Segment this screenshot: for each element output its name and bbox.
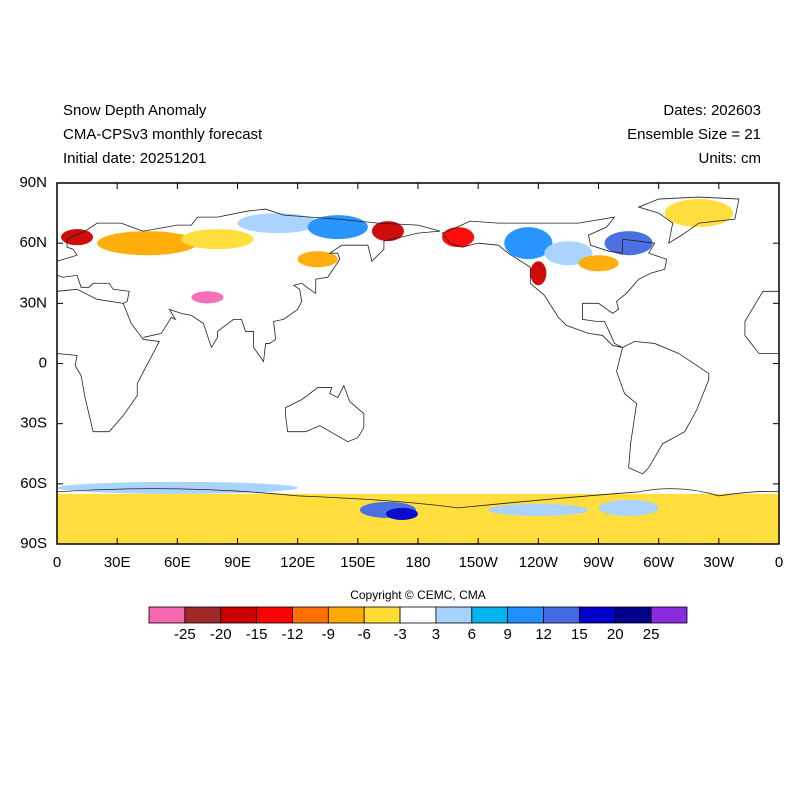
x-tick-label: 30E <box>104 554 131 571</box>
header-left: Snow Depth Anomaly <box>63 102 207 119</box>
colorbar-label: 6 <box>468 626 476 643</box>
colorbar-label: -3 <box>393 626 406 643</box>
header-left: Initial date: 20251201 <box>63 150 206 167</box>
colorbar-label: -15 <box>246 626 268 643</box>
colorbar-box <box>399 606 437 624</box>
x-tick-label: 0 <box>53 554 61 571</box>
colorbar-box <box>256 606 293 624</box>
x-tick-label: 90E <box>224 554 251 571</box>
x-tick-label: 120E <box>280 554 315 571</box>
x-tick-label: 180 <box>405 554 430 571</box>
colorbar-label: -9 <box>322 626 335 643</box>
colorbar-label: 3 <box>432 626 440 643</box>
header-right: Units: cm <box>698 150 761 167</box>
coastline <box>745 291 779 353</box>
colorbar-label: -25 <box>174 626 196 643</box>
colorbar-label: 9 <box>503 626 511 643</box>
header-right: Dates: 202603 <box>663 102 761 119</box>
header-right: Ensemble Size = 21 <box>627 126 761 143</box>
colorbar-label: 20 <box>607 626 624 643</box>
y-tick-label: 60N <box>19 234 47 251</box>
colorbar-label: 12 <box>535 626 552 643</box>
coastline <box>57 209 440 361</box>
colorbar-box <box>327 606 365 624</box>
colorbar-box <box>363 606 401 624</box>
colorbar-box <box>292 606 329 624</box>
y-tick-label: 90S <box>20 535 47 552</box>
map <box>57 197 780 545</box>
coastline <box>286 386 364 442</box>
colorbar-box <box>650 606 688 624</box>
coastline <box>617 341 709 473</box>
x-tick-label: 60E <box>164 554 191 571</box>
header-left: CMA-CPSv3 monthly forecast <box>63 126 263 143</box>
anomaly-field <box>57 199 780 545</box>
y-tick-label: 90N <box>19 174 47 191</box>
x-tick-label: 150E <box>340 554 375 571</box>
coastline <box>639 197 739 243</box>
colorbar-box <box>435 606 473 624</box>
colorbar-box <box>543 606 580 624</box>
x-tick-label: 30W <box>703 554 735 571</box>
colorbar-box <box>184 606 222 624</box>
coastline <box>57 489 779 508</box>
coastline <box>57 289 159 431</box>
colorbar-box <box>220 606 258 624</box>
colorbar-box <box>614 606 652 624</box>
copyright: Copyright © CEMC, CMA <box>350 588 486 602</box>
x-tick-label: 90W <box>583 554 615 571</box>
colorbar-box <box>579 606 616 624</box>
x-tick-label: 150W <box>459 554 499 571</box>
colorbar-label: -6 <box>358 626 371 643</box>
y-tick-label: 0 <box>39 354 47 371</box>
colorbar-label: 15 <box>571 626 588 643</box>
x-tick-label: 60W <box>643 554 675 571</box>
colorbar-box <box>148 606 186 624</box>
y-tick-label: 30S <box>20 415 47 432</box>
x-tick-label: 120W <box>519 554 559 571</box>
coastline <box>442 217 667 347</box>
y-tick-label: 30N <box>19 294 47 311</box>
colorbar-label: 25 <box>643 626 660 643</box>
x-tick-label: 0 <box>775 554 783 571</box>
colorbar-label: -20 <box>210 626 232 643</box>
colorbar-box <box>471 606 509 624</box>
y-tick-label: 60S <box>20 475 47 492</box>
colorbar-label: -12 <box>282 626 304 643</box>
colorbar-box <box>507 606 544 624</box>
